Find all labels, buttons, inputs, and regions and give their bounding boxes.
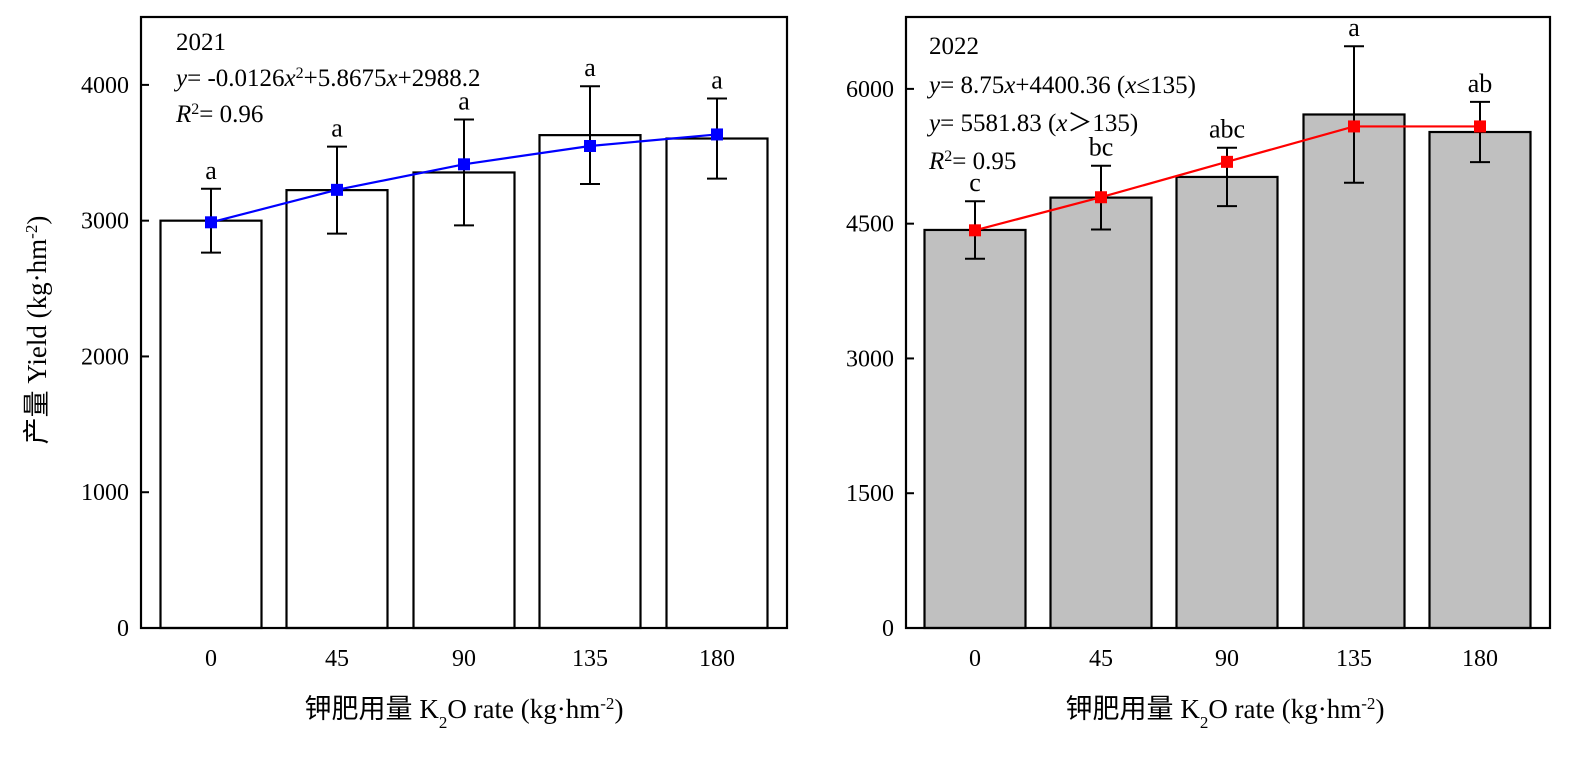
bar-135 bbox=[1302, 113, 1406, 630]
significance-letter-45: bc bbox=[1089, 133, 1114, 162]
x-tick-label: 180 bbox=[1462, 646, 1498, 672]
bar-0 bbox=[923, 228, 1027, 630]
significance-letter-0: c bbox=[969, 168, 981, 197]
y-tick-label: 4500 bbox=[846, 212, 894, 238]
x-tick-label: 90 bbox=[452, 646, 476, 672]
bar-90 bbox=[1175, 175, 1279, 630]
significance-letter-90: abc bbox=[1209, 115, 1245, 144]
x-tick-label: 45 bbox=[1089, 646, 1113, 672]
equation-line: R2= 0.96 bbox=[175, 101, 263, 129]
x-tick-label: 0 bbox=[969, 646, 981, 672]
error-bar-135 bbox=[580, 85, 600, 186]
significance-letter-90: a bbox=[458, 87, 470, 116]
y-tick-label: 1500 bbox=[846, 481, 894, 507]
bar-135 bbox=[538, 134, 642, 630]
error-bar-90 bbox=[454, 118, 474, 227]
x-tick-label: 135 bbox=[1336, 646, 1372, 672]
panel-2021: a a a a a 0 1000 2000 3000 4000 0 45 90 135 180 2021 y= … bbox=[81, 15, 789, 672]
fit-marker-180 bbox=[711, 128, 723, 141]
y-tick-label: 0 bbox=[882, 616, 894, 642]
y-tick-label: 3000 bbox=[81, 209, 129, 235]
equation-line: R2= 0.95 bbox=[928, 148, 1016, 176]
y-tick-label: 1000 bbox=[81, 480, 129, 506]
plot-frame bbox=[139, 15, 789, 630]
significance-letter-45: a bbox=[331, 114, 343, 143]
equation-line: y= 8.75x+4400.36 (x≤135) bbox=[926, 72, 1196, 99]
fit-marker-180 bbox=[1474, 120, 1486, 133]
x-tick-label: 135 bbox=[572, 646, 608, 672]
fit-marker-135 bbox=[584, 139, 596, 152]
significance-letter-135: a bbox=[1348, 13, 1360, 42]
x-tick-label: 180 bbox=[699, 646, 735, 672]
fit-marker-135 bbox=[1348, 120, 1360, 133]
fit-marker-45 bbox=[1095, 191, 1107, 204]
fit-marker-45 bbox=[331, 183, 343, 196]
x-tick-label: 45 bbox=[325, 646, 349, 672]
fit-marker-90 bbox=[458, 158, 470, 171]
equation-line: y= -0.0126x2+5.8675x+2988.2 bbox=[173, 65, 480, 93]
x-tick-label: 0 bbox=[205, 646, 217, 672]
plot-frame bbox=[904, 15, 1552, 630]
x-axis-title-2022: 钾肥用量 K2O rate (kg·hm-2) bbox=[1066, 694, 1385, 732]
y-tick-label: 3000 bbox=[846, 346, 894, 372]
bar-45 bbox=[1049, 196, 1153, 630]
year-label: 2021 bbox=[176, 29, 226, 56]
bar-180 bbox=[665, 137, 769, 630]
equation-line: y= 5581.83 (x＞135) bbox=[926, 110, 1138, 137]
significance-letter-0: a bbox=[205, 156, 217, 185]
bar-90 bbox=[412, 171, 516, 630]
bar-180 bbox=[1428, 130, 1532, 630]
x-tick-label: 90 bbox=[1215, 646, 1239, 672]
bar-45 bbox=[285, 189, 389, 630]
y-tick-label: 4000 bbox=[81, 73, 129, 99]
fit-marker-0 bbox=[205, 216, 217, 229]
y-tick-label: 0 bbox=[117, 616, 129, 642]
panel-2022: c bc abc a ab 0 1500 3000 4500 6000 0 45 90 135 180 202… bbox=[846, 13, 1552, 672]
significance-letter-180: a bbox=[711, 65, 723, 94]
y-tick-label: 6000 bbox=[846, 77, 894, 103]
error-bar-135 bbox=[1344, 45, 1364, 184]
year-label: 2022 bbox=[929, 33, 979, 60]
significance-letter-135: a bbox=[584, 53, 596, 82]
bar-0 bbox=[159, 219, 263, 630]
y-axis-title: 产量 Yield (kg·hm-2) bbox=[22, 216, 53, 445]
significance-letter-180: ab bbox=[1468, 69, 1493, 98]
fit-marker-90 bbox=[1221, 155, 1233, 168]
x-axis-title-2021: 钾肥用量 K2O rate (kg·hm-2) bbox=[305, 694, 624, 732]
fit-marker-0 bbox=[969, 224, 981, 237]
y-tick-label: 2000 bbox=[81, 344, 129, 370]
